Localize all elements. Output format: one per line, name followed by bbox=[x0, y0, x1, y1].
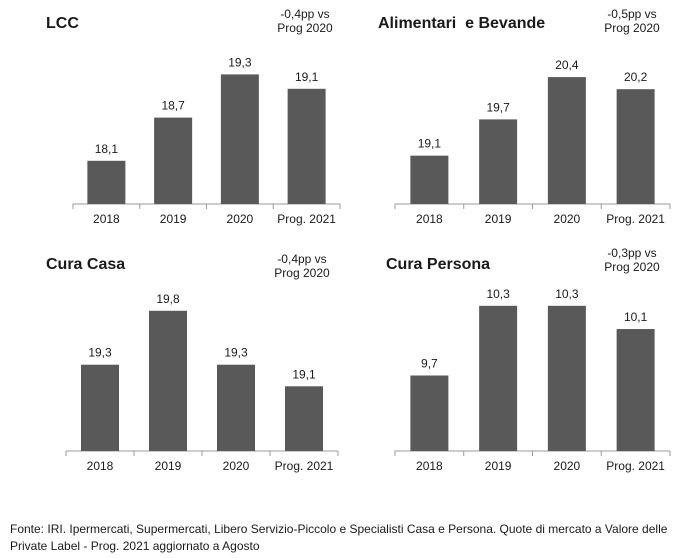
x-tick-label: 2019 bbox=[155, 459, 182, 473]
annotation-line: -0,4pp vs bbox=[280, 7, 330, 21]
bar bbox=[220, 74, 259, 205]
source-footnote: Fonte: IRI. Ipermercati, Supermercati, L… bbox=[10, 522, 668, 553]
x-tick-label: 2020 bbox=[223, 459, 250, 473]
annotation-line: -0,3pp vs bbox=[607, 246, 657, 260]
bar-value-label: 20,2 bbox=[624, 70, 648, 84]
bar bbox=[479, 305, 518, 451]
bar-value-label: 19,1 bbox=[295, 70, 319, 84]
bar bbox=[217, 364, 255, 451]
bar-value-label: 19,7 bbox=[486, 100, 510, 114]
annotation-line: Prog 2020 bbox=[604, 260, 660, 274]
x-tick-label: 2018 bbox=[416, 459, 443, 473]
bar-value-label: 10,3 bbox=[555, 287, 579, 301]
bar-value-label: 19,8 bbox=[156, 292, 180, 306]
bar-value-label: 10,1 bbox=[624, 310, 648, 324]
chart-title: Alimentari e Bevande bbox=[378, 15, 546, 32]
annotation-line: Prog 2020 bbox=[604, 21, 660, 35]
x-tick-label: 2019 bbox=[485, 459, 512, 473]
x-tick-label: 2018 bbox=[93, 212, 120, 226]
chart-annotation: -0,4pp vs Prog 2020 bbox=[265, 7, 345, 35]
bar-value-label: 18,1 bbox=[95, 142, 119, 156]
chart-annotation: -0,4pp vs Prog 2020 bbox=[262, 252, 342, 280]
bar bbox=[479, 119, 518, 204]
chart-title: Cura Casa bbox=[46, 256, 126, 273]
chart-annotation: -0,5pp vs Prog 2020 bbox=[592, 7, 672, 35]
bar-value-label: 20,4 bbox=[555, 58, 579, 72]
x-tick-label: 2018 bbox=[416, 212, 443, 226]
x-tick-label: 2020 bbox=[554, 212, 581, 226]
bar bbox=[87, 160, 126, 204]
chart-annotation: -0,3pp vs Prog 2020 bbox=[592, 246, 672, 274]
bar bbox=[547, 305, 586, 451]
annotation-line: -0,5pp vs bbox=[607, 7, 657, 21]
bar bbox=[616, 89, 655, 204]
x-tick-label: 2019 bbox=[160, 212, 187, 226]
bar bbox=[154, 117, 193, 204]
x-tick-label: 2020 bbox=[554, 459, 581, 473]
bar bbox=[81, 364, 119, 451]
bar-value-label: 18,7 bbox=[161, 99, 185, 113]
annotation-line: Prog 2020 bbox=[277, 21, 333, 35]
annotation-line: -0,4pp vs bbox=[277, 252, 327, 266]
bar-value-label: 19,1 bbox=[418, 137, 442, 151]
bar-value-label: 9,7 bbox=[421, 357, 438, 371]
bar bbox=[149, 310, 187, 451]
bar-value-label: 19,3 bbox=[224, 346, 248, 360]
x-tick-label: 2018 bbox=[87, 459, 114, 473]
x-tick-label: Prog. 2021 bbox=[277, 212, 336, 226]
bar-value-label: 19,3 bbox=[228, 55, 252, 69]
bar-value-label: 10,3 bbox=[486, 287, 510, 301]
x-tick-label: 2019 bbox=[485, 212, 512, 226]
x-tick-label: Prog. 2021 bbox=[606, 459, 665, 473]
bar-value-label: 19,1 bbox=[292, 367, 316, 381]
annotation-line: Prog 2020 bbox=[274, 266, 330, 280]
x-tick-label: Prog. 2021 bbox=[275, 459, 334, 473]
x-tick-label: 2020 bbox=[227, 212, 254, 226]
chart-title: LCC bbox=[46, 15, 79, 32]
x-tick-label: Prog. 2021 bbox=[606, 212, 665, 226]
bar-value-label: 19,3 bbox=[88, 346, 112, 360]
bar bbox=[287, 88, 326, 204]
bar bbox=[410, 155, 449, 204]
chart-title: Cura Persona bbox=[386, 256, 491, 273]
bar bbox=[410, 375, 449, 451]
bar bbox=[547, 77, 586, 204]
bar bbox=[285, 386, 323, 451]
bar bbox=[616, 329, 655, 451]
